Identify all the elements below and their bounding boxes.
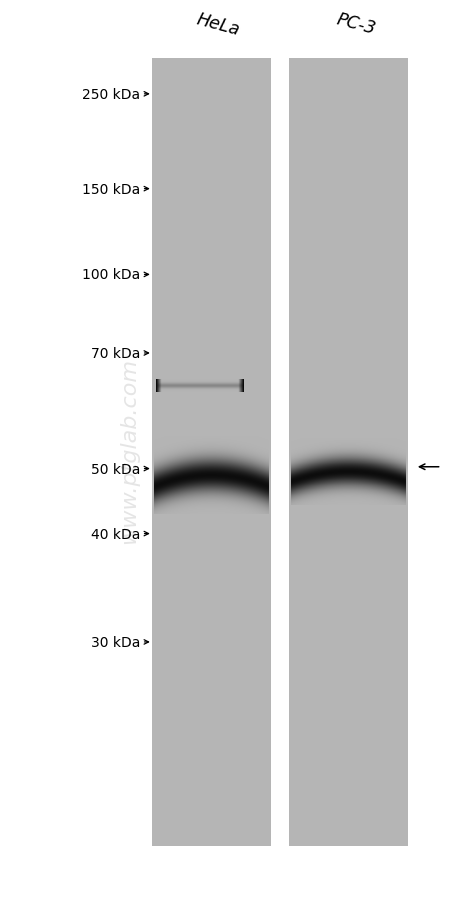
Text: PC-3: PC-3 — [333, 11, 376, 39]
Text: HeLa: HeLa — [195, 10, 241, 39]
Text: 150 kDa: 150 kDa — [82, 182, 140, 197]
Text: www.ptglab.com: www.ptglab.com — [118, 358, 139, 544]
Text: 100 kDa: 100 kDa — [82, 268, 140, 282]
Text: 50 kDa: 50 kDa — [91, 462, 140, 476]
Text: 250 kDa: 250 kDa — [82, 87, 140, 102]
Bar — [151, 59, 271, 846]
Bar — [288, 59, 408, 846]
Text: 70 kDa: 70 kDa — [91, 346, 140, 361]
Text: 30 kDa: 30 kDa — [91, 635, 140, 649]
Text: 40 kDa: 40 kDa — [91, 527, 140, 541]
